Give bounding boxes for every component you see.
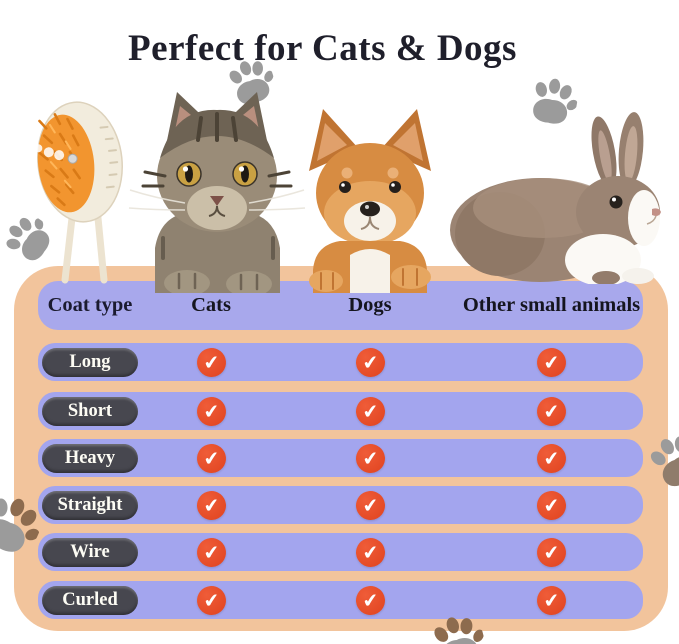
header-cats: Cats — [191, 294, 231, 316]
check-icon: ✔ — [354, 346, 386, 378]
coat-type-label: Heavy — [42, 443, 138, 473]
page-title: Perfect for Cats & Dogs — [128, 27, 517, 69]
steam-brush-illustration — [20, 100, 140, 285]
check-icon: ✔ — [535, 489, 568, 521]
rabbit-illustration — [448, 112, 668, 284]
check-icon: ✔ — [535, 346, 568, 378]
coat-type-label: Wire — [42, 537, 138, 567]
check-icon: ✔ — [354, 489, 386, 521]
table-row: Short ✔ ✔ ✔ — [38, 392, 643, 430]
table-row: Curled ✔ ✔ ✔ — [38, 581, 643, 619]
cat-illustration — [125, 88, 315, 293]
header-dogs: Dogs — [348, 294, 392, 316]
check-icon: ✔ — [195, 442, 227, 474]
coat-type-label: Straight — [42, 490, 138, 520]
check-icon: ✔ — [195, 395, 227, 427]
check-icon: ✔ — [535, 536, 568, 568]
table-row: Straight ✔ ✔ ✔ — [38, 486, 643, 524]
header-coat-type: Coat type — [47, 294, 133, 316]
check-icon: ✔ — [195, 489, 227, 521]
check-icon: ✔ — [354, 536, 386, 568]
check-icon: ✔ — [354, 584, 386, 616]
check-icon: ✔ — [195, 584, 227, 616]
check-icon: ✔ — [195, 536, 227, 568]
check-icon: ✔ — [535, 442, 568, 474]
table-row: Wire ✔ ✔ ✔ — [38, 533, 643, 571]
check-icon: ✔ — [535, 584, 568, 616]
dog-illustration — [295, 105, 445, 293]
table-row: Long ✔ ✔ ✔ — [38, 343, 643, 381]
check-icon: ✔ — [195, 346, 227, 378]
check-icon: ✔ — [354, 442, 386, 474]
header-other-small-animals: Other small animals — [462, 294, 641, 316]
coat-type-label: Curled — [42, 585, 138, 615]
check-icon: ✔ — [535, 395, 568, 427]
compatibility-table: Coat type Cats Dogs Other small animals … — [14, 266, 668, 631]
coat-type-label: Long — [42, 347, 138, 377]
check-icon: ✔ — [354, 395, 386, 427]
coat-type-label: Short — [42, 396, 138, 426]
table-row: Heavy ✔ ✔ ✔ — [38, 439, 643, 477]
